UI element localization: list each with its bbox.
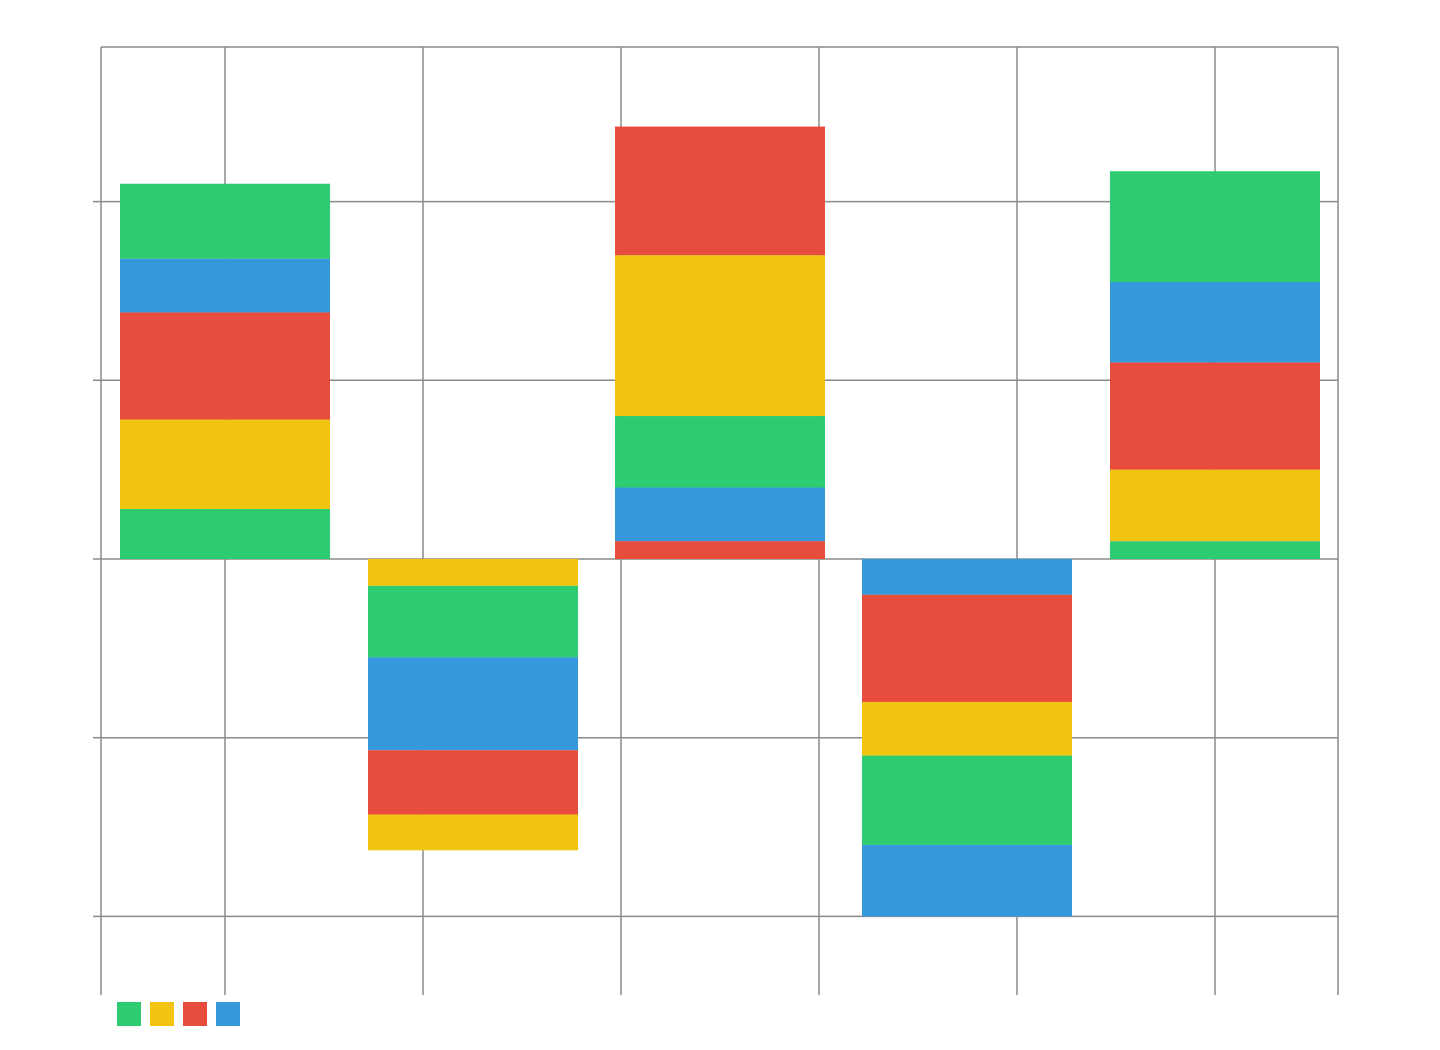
bar-5-segment-3 [1110, 362, 1320, 470]
bars [120, 126, 1320, 917]
bar-5-segment-4 [1110, 282, 1320, 363]
bar-5-segment-1 [1110, 541, 1320, 559]
bar-2-segment-4 [368, 750, 578, 815]
legend-swatch-1 [117, 1002, 141, 1026]
bar-5-segment-5 [1110, 171, 1320, 283]
bar-4-segment-5 [862, 844, 1072, 917]
bar-4-segment-1 [862, 559, 1072, 595]
bar-3-segment-5 [615, 126, 825, 256]
bar-1-segment-4 [120, 258, 330, 313]
bar-3-segment-2 [615, 487, 825, 542]
bar-1-segment-1 [120, 508, 330, 559]
bar-3-segment-3 [615, 416, 825, 488]
bar-2-segment-3 [368, 657, 578, 751]
bar-2-segment-2 [368, 585, 578, 658]
bar-2-segment-1 [368, 559, 578, 586]
bar-5-segment-2 [1110, 469, 1320, 542]
bar-2-segment-5 [368, 814, 578, 851]
bar-3-segment-1 [615, 541, 825, 559]
legend [117, 1002, 240, 1026]
bar-1-segment-5 [120, 183, 330, 259]
legend-swatch-3 [183, 1002, 207, 1026]
bar-1-segment-3 [120, 312, 330, 420]
bar-4-segment-3 [862, 701, 1072, 756]
bar-1-segment-2 [120, 419, 330, 509]
bar-3-segment-4 [615, 255, 825, 417]
legend-swatch-4 [216, 1002, 240, 1026]
bar-4-segment-2 [862, 594, 1072, 702]
bar-4-segment-4 [862, 755, 1072, 845]
legend-swatch-2 [150, 1002, 174, 1026]
